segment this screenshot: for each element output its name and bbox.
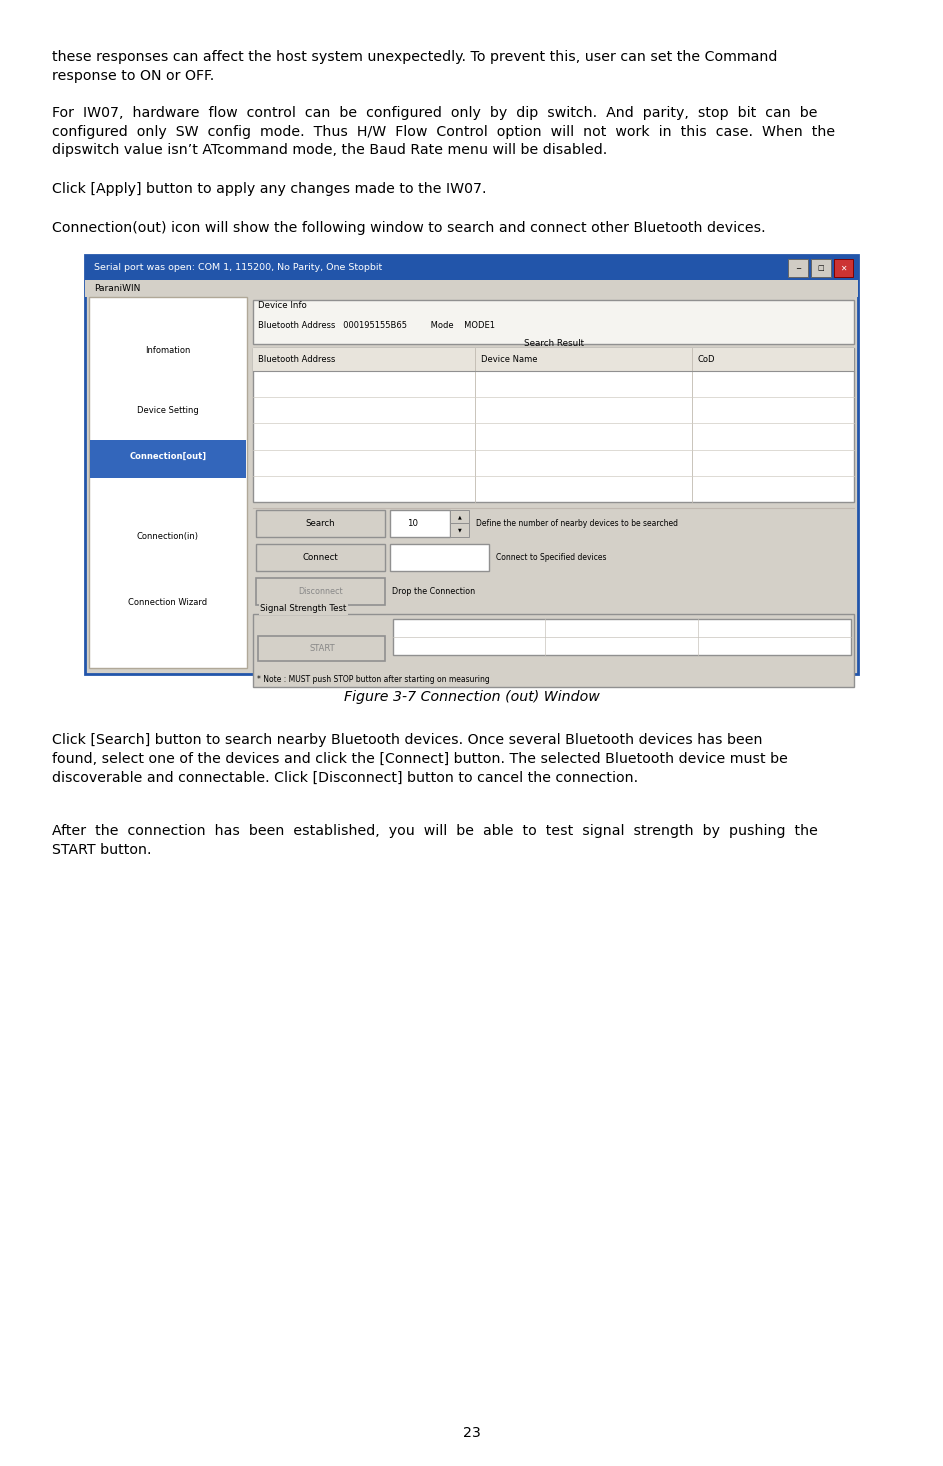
Bar (811, 258, 831, 277)
Text: ▼: ▼ (457, 528, 461, 532)
Text: CoD: CoD (698, 355, 715, 364)
Bar (85, 280, 858, 298)
Text: Bluetooth Address: Bluetooth Address (258, 355, 336, 364)
Text: 23: 23 (463, 1425, 480, 1440)
Text: Disconnect: Disconnect (298, 588, 342, 597)
Text: Device Setting: Device Setting (137, 406, 199, 415)
Text: Device Info: Device Info (258, 302, 307, 311)
Text: Define the number of nearby devices to be searched: Define the number of nearby devices to b… (475, 519, 678, 528)
Text: Connection[out]: Connection[out] (129, 452, 207, 460)
Text: ─: ─ (796, 267, 801, 273)
Text: Bluetooth Address   000195155B65         Mode    MODE1: Bluetooth Address 000195155B65 Mode MODE… (258, 321, 495, 330)
Text: Search: Search (306, 519, 335, 528)
Bar (253, 349, 854, 503)
Bar (89, 298, 247, 668)
Text: * Note : MUST push STOP button after starting on measuring: * Note : MUST push STOP button after sta… (256, 674, 489, 683)
Text: ▲: ▲ (457, 515, 461, 519)
Text: Connection Wizard: Connection Wizard (128, 598, 207, 607)
Bar (253, 349, 854, 371)
Bar (253, 301, 854, 345)
Bar (256, 578, 385, 605)
Text: After  the  connection  has  been  established,  you  will  be  able  to  test  : After the connection has been establishe… (52, 824, 818, 856)
Text: Click [Search] button to search nearby Bluetooth devices. Once several Bluetooth: Click [Search] button to search nearby B… (52, 733, 787, 784)
Text: Serial port was open: COM 1, 115200, No Parity, One Stopbit: Serial port was open: COM 1, 115200, No … (94, 264, 383, 273)
Text: Device Name: Device Name (481, 355, 538, 364)
Bar (256, 544, 385, 570)
Text: Signal Strength Test: Signal Strength Test (260, 604, 347, 613)
Text: □: □ (818, 265, 824, 271)
Text: Search Result: Search Result (523, 339, 584, 349)
Bar (389, 544, 489, 570)
Bar (389, 510, 450, 537)
Bar (85, 255, 858, 674)
Bar (256, 510, 385, 537)
Text: Click [Apply] button to apply any changes made to the IW07.: Click [Apply] button to apply any change… (52, 182, 487, 196)
Bar (253, 614, 854, 686)
Text: ✕: ✕ (840, 264, 847, 273)
Bar (450, 510, 469, 523)
Bar (85, 255, 858, 280)
Text: Figure 3-7 Connection (out) Window: Figure 3-7 Connection (out) Window (343, 690, 600, 705)
Text: these responses can affect the host system unexpectedly. To prevent this, user c: these responses can affect the host syst… (52, 50, 777, 82)
Bar (258, 636, 386, 661)
Bar (788, 258, 808, 277)
Text: 10: 10 (407, 519, 418, 528)
Text: START: START (309, 644, 335, 652)
Text: Connection(in): Connection(in) (137, 532, 199, 541)
Text: Drop the Connection: Drop the Connection (391, 588, 474, 597)
Text: ParaniWIN: ParaniWIN (94, 284, 141, 293)
Bar (834, 258, 853, 277)
Text: For  IW07,  hardware  flow  control  can  be  configured  only  by  dip  switch.: For IW07, hardware flow control can be c… (52, 106, 835, 157)
Bar (450, 523, 469, 537)
Bar (90, 440, 246, 478)
Text: Infomation: Infomation (145, 346, 190, 355)
Text: Connect: Connect (303, 553, 339, 561)
Text: Connection(out) icon will show the following window to search and connect other : Connection(out) icon will show the follo… (52, 221, 766, 236)
Bar (393, 619, 851, 655)
Text: Connect to Specified devices: Connect to Specified devices (496, 553, 606, 561)
